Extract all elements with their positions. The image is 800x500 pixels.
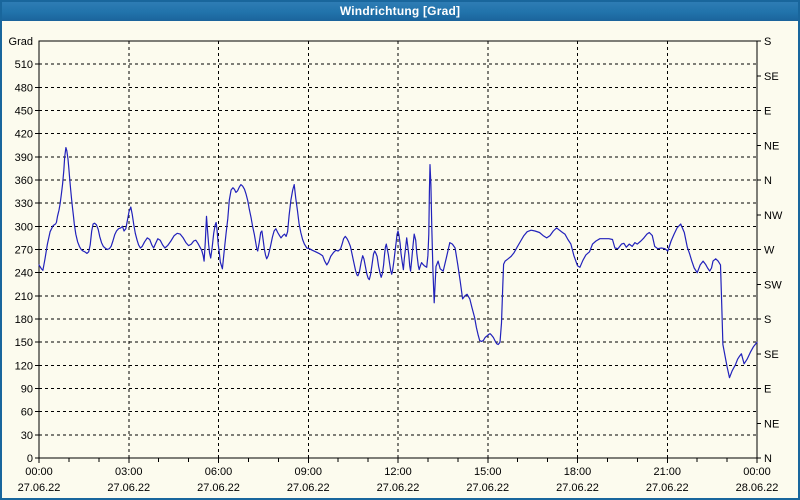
compass-tick-label: SE [764,349,779,361]
compass-tick-label: E [764,106,771,118]
x-axis-time-label: 18:00 [564,466,592,478]
compass-tick-label: E [764,384,771,396]
compass-tick-label: NE [764,418,779,430]
y-axis-unit-label: Grad [9,36,33,48]
window-titlebar[interactable]: Windrichtung [Grad] [2,2,798,21]
x-axis-date-label: 27.06.22 [197,482,240,494]
compass-tick-label: SE [764,71,779,83]
y-axis-tick-label: 180 [15,314,33,326]
compass-tick-label: NE [764,140,779,152]
y-axis-tick-label: 450 [15,106,33,118]
x-axis-time-label: 12:00 [384,466,412,478]
y-axis-tick-label: 150 [15,337,33,349]
y-axis-tick-label: 480 [15,82,33,94]
y-axis-tick-label: 60 [21,407,33,419]
y-axis-tick-label: 420 [15,129,33,141]
x-axis-date-label: 27.06.22 [646,482,689,494]
x-axis-time-label: 00:00 [743,466,771,478]
y-axis-tick-label: 270 [15,245,33,257]
y-axis-tick-label: 90 [21,384,33,396]
y-axis-tick-label: 300 [15,221,33,233]
x-axis-time-label: 21:00 [653,466,681,478]
y-axis-tick-label: 330 [15,198,33,210]
y-axis-tick-label: 210 [15,291,33,303]
x-axis-date-label: 27.06.22 [556,482,599,494]
compass-tick-label: SW [764,279,782,291]
wind-direction-series [38,146,758,379]
y-axis-tick-label: 390 [15,152,33,164]
x-axis-date-label: 27.06.22 [377,482,420,494]
x-axis-time-label: 06:00 [205,466,233,478]
wind-direction-chart: 0 30 60 90 120 150 180 210 240 270 300 330 360 390 420… [9,36,783,494]
x-axis-date-label: 27.06.22 [107,482,150,494]
compass-tick-label: W [764,245,775,257]
x-axis-date-label: 27.06.22 [18,482,61,494]
compass-tick-label: N [764,175,772,187]
x-axis-time-label: 09:00 [294,466,322,478]
y-axis-tick-label: 0 [27,453,33,465]
y-axis-tick-label: 360 [15,175,33,187]
x-axis-time-label: 03:00 [115,466,143,478]
x-axis-date-label: 27.06.22 [287,482,330,494]
y-axis-tick-label: 510 [15,59,33,71]
compass-tick-label: S [764,36,771,48]
compass-tick-label: S [764,314,771,326]
chart-area: 0 30 60 90 120 150 180 210 240 270 300 330 360 390 420… [2,21,798,498]
compass-tick-label: NW [764,210,783,222]
y-axis-tick-label: 240 [15,268,33,280]
x-axis-time-label: 00:00 [25,466,53,478]
window-title: Windrichtung [Grad] [339,4,461,18]
x-axis-date-label: 28.06.22 [736,482,779,494]
x-axis-time-label: 15:00 [474,466,502,478]
compass-tick-label: N [764,453,772,465]
y-axis-tick-label: 120 [15,360,33,372]
y-axis-tick-label: 30 [21,430,33,442]
x-axis-date-label: 27.06.22 [466,482,509,494]
